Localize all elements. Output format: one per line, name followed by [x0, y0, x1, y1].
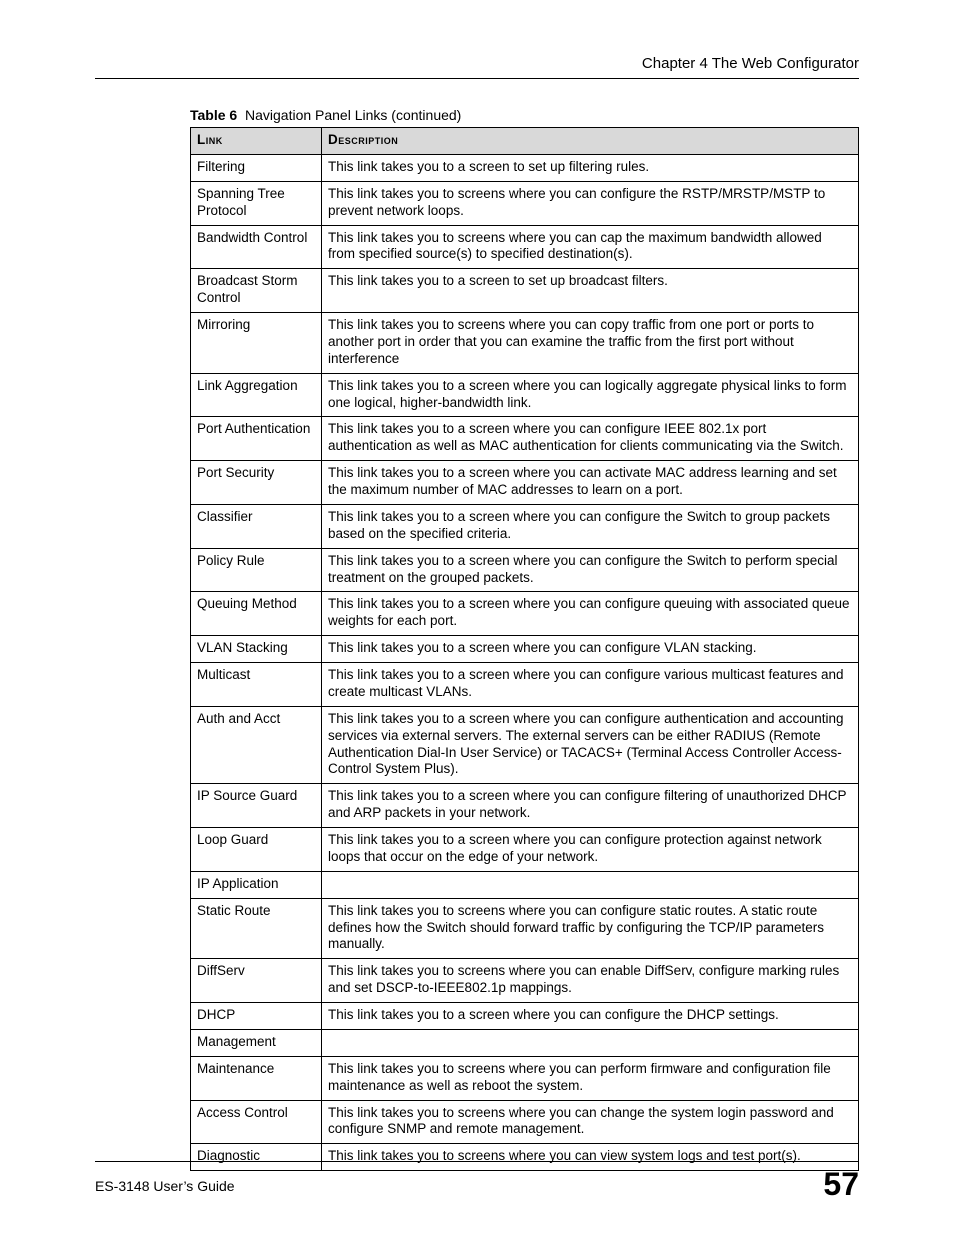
- table-row: IP Application: [191, 871, 859, 898]
- table-row: Static RouteThis link takes you to scree…: [191, 898, 859, 959]
- cell-link: DHCP: [191, 1003, 322, 1030]
- cell-desc: This link takes you to a screen to set u…: [322, 269, 859, 313]
- cell-desc: This link takes you to screens where you…: [322, 1100, 859, 1144]
- cell-desc: This link takes you to screens where you…: [322, 313, 859, 374]
- page-number: 57: [823, 1168, 859, 1200]
- cell-link: Link Aggregation: [191, 373, 322, 417]
- table-row: DHCPThis link takes you to a screen wher…: [191, 1003, 859, 1030]
- cell-desc: This link takes you to screens where you…: [322, 1056, 859, 1100]
- content-area: Table 6 Navigation Panel Links (continue…: [190, 107, 859, 1171]
- cell-link: Loop Guard: [191, 828, 322, 872]
- cell-link: Auth and Acct: [191, 706, 322, 784]
- cell-link: DiffServ: [191, 959, 322, 1003]
- guide-name: ES-3148 User’s Guide: [95, 1178, 235, 1200]
- cell-link: Policy Rule: [191, 548, 322, 592]
- cell-desc: This link takes you to a screen where yo…: [322, 417, 859, 461]
- cell-desc: [322, 871, 859, 898]
- cell-desc: This link takes you to screens where you…: [322, 181, 859, 225]
- cell-desc: This link takes you to a screen where yo…: [322, 706, 859, 784]
- table-row: FilteringThis link takes you to a screen…: [191, 154, 859, 181]
- table-row: Management: [191, 1029, 859, 1056]
- page-footer: ES-3148 User’s Guide 57: [95, 1161, 859, 1200]
- table-caption-prefix: Table 6: [190, 107, 237, 123]
- cell-link: Broadcast Storm Control: [191, 269, 322, 313]
- column-header-link: Link: [191, 128, 322, 155]
- cell-link: IP Application: [191, 871, 322, 898]
- table-row: Link AggregationThis link takes you to a…: [191, 373, 859, 417]
- table-row: Auth and AcctThis link takes you to a sc…: [191, 706, 859, 784]
- table-caption-title: Navigation Panel Links (continued): [245, 107, 461, 123]
- table-row: Broadcast Storm ControlThis link takes y…: [191, 269, 859, 313]
- table-row: Port AuthenticationThis link takes you t…: [191, 417, 859, 461]
- cell-desc: This link takes you to a screen where yo…: [322, 592, 859, 636]
- table-row: Access ControlThis link takes you to scr…: [191, 1100, 859, 1144]
- table-row: Loop GuardThis link takes you to a scree…: [191, 828, 859, 872]
- table-row: MirroringThis link takes you to screens …: [191, 313, 859, 374]
- table-row: Port SecurityThis link takes you to a sc…: [191, 461, 859, 505]
- table-caption: Table 6 Navigation Panel Links (continue…: [190, 107, 859, 123]
- cell-link: Bandwidth Control: [191, 225, 322, 269]
- table-header-row: Link Description: [191, 128, 859, 155]
- footer-row: ES-3148 User’s Guide 57: [95, 1168, 859, 1200]
- cell-link: Classifier: [191, 504, 322, 548]
- cell-link: Multicast: [191, 663, 322, 707]
- cell-desc: This link takes you to a screen where yo…: [322, 504, 859, 548]
- cell-desc: This link takes you to a screen to set u…: [322, 154, 859, 181]
- table-row: MulticastThis link takes you to a screen…: [191, 663, 859, 707]
- footer-rule: [95, 1161, 859, 1162]
- cell-link: Static Route: [191, 898, 322, 959]
- cell-desc: This link takes you to a screen where yo…: [322, 828, 859, 872]
- cell-desc: This link takes you to a screen where yo…: [322, 548, 859, 592]
- cell-desc: [322, 1029, 859, 1056]
- cell-desc: This link takes you to a screen where yo…: [322, 1003, 859, 1030]
- table-row: Spanning Tree ProtocolThis link takes yo…: [191, 181, 859, 225]
- cell-link: Access Control: [191, 1100, 322, 1144]
- cell-link: Filtering: [191, 154, 322, 181]
- cell-desc: This link takes you to a screen where yo…: [322, 663, 859, 707]
- cell-desc: This link takes you to a screen where yo…: [322, 784, 859, 828]
- chapter-header: Chapter 4 The Web Configurator: [95, 55, 859, 72]
- header-rule: [95, 78, 859, 79]
- table-row: IP Source GuardThis link takes you to a …: [191, 784, 859, 828]
- cell-desc: This link takes you to a screen where yo…: [322, 373, 859, 417]
- cell-link: Queuing Method: [191, 592, 322, 636]
- cell-link: Port Security: [191, 461, 322, 505]
- navigation-panel-links-table: Link Description FilteringThis link take…: [190, 127, 859, 1171]
- table-row: VLAN StackingThis link takes you to a sc…: [191, 636, 859, 663]
- cell-link: Management: [191, 1029, 322, 1056]
- cell-link: Maintenance: [191, 1056, 322, 1100]
- cell-link: Spanning Tree Protocol: [191, 181, 322, 225]
- cell-link: Mirroring: [191, 313, 322, 374]
- table-row: ClassifierThis link takes you to a scree…: [191, 504, 859, 548]
- cell-link: Port Authentication: [191, 417, 322, 461]
- cell-desc: This link takes you to a screen where yo…: [322, 461, 859, 505]
- cell-desc: This link takes you to screens where you…: [322, 225, 859, 269]
- table-row: MaintenanceThis link takes you to screen…: [191, 1056, 859, 1100]
- table-row: Bandwidth ControlThis link takes you to …: [191, 225, 859, 269]
- table-row: Policy RuleThis link takes you to a scre…: [191, 548, 859, 592]
- cell-desc: This link takes you to a screen where yo…: [322, 636, 859, 663]
- table-row: Queuing MethodThis link takes you to a s…: [191, 592, 859, 636]
- table-row: DiffServThis link takes you to screens w…: [191, 959, 859, 1003]
- cell-link: VLAN Stacking: [191, 636, 322, 663]
- column-header-description: Description: [322, 128, 859, 155]
- page: Chapter 4 The Web Configurator Table 6 N…: [0, 0, 954, 1235]
- cell-desc: This link takes you to screens where you…: [322, 898, 859, 959]
- cell-link: IP Source Guard: [191, 784, 322, 828]
- cell-desc: This link takes you to screens where you…: [322, 959, 859, 1003]
